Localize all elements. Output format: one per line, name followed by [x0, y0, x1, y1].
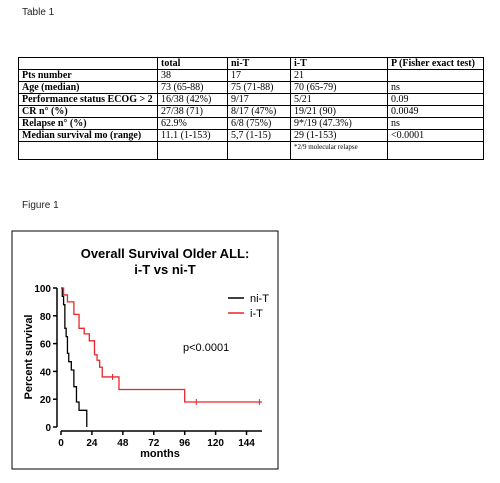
- chart-title: Overall Survival Older ALL:: [81, 246, 250, 261]
- legend-label: ni-T: [250, 293, 269, 305]
- y-tick-label: 60: [40, 340, 52, 351]
- x-tick-label: 24: [86, 438, 98, 449]
- x-tick-label: 0: [58, 438, 64, 449]
- x-axis-label: months: [140, 448, 180, 460]
- cell: [387, 141, 484, 160]
- table-caption: Table 1: [22, 7, 55, 18]
- chart-frame: [11, 230, 279, 470]
- row: CR n° (%) 27/38 (71) 8/17 (47%) 19/21 (90) 0…: [18, 105, 484, 118]
- annotation: p<0.0001: [183, 342, 229, 354]
- y-tick-label: 100: [34, 284, 51, 295]
- chart-subtitle: i-T vs ni-T: [134, 262, 195, 277]
- x-tick-label: 120: [207, 438, 224, 449]
- y-tick-label: 80: [40, 312, 52, 323]
- x-tick-label: 96: [179, 438, 191, 449]
- y-tick-label: 0: [45, 423, 51, 434]
- row: Relapse n° (%) 62.9% 6/8 (75%) 9*/19 (47.3%…: [18, 117, 484, 130]
- table: total ni-T i-T P (Fisher exact test) Pts num…: [18, 57, 484, 160]
- legend-label: i-T: [250, 308, 263, 320]
- y-tick-label: 40: [40, 367, 52, 378]
- figure-caption: Figure 1: [22, 200, 59, 211]
- survival-line: [61, 287, 88, 427]
- y-tick-label: 20: [40, 395, 52, 406]
- survival-line: [61, 287, 262, 403]
- x-tick-label: 48: [117, 438, 129, 449]
- y-axis-label: Percent survival: [23, 315, 35, 400]
- header-row: total ni-T i-T P (Fisher exact test): [18, 57, 484, 70]
- x-tick-label: 144: [238, 438, 255, 449]
- row: Age (median) 73 (65-88) 75 (71-88) 70 (65-7…: [18, 81, 484, 94]
- x-tick-label: 72: [148, 438, 160, 449]
- row: *2/9 molecular relapse: [18, 141, 484, 160]
